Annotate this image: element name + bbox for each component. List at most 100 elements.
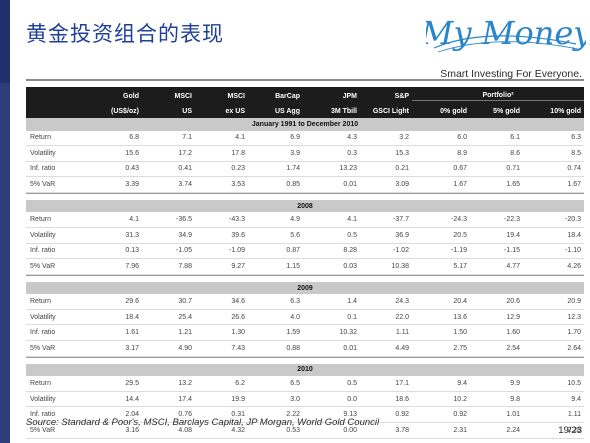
column-subheader: US <box>142 100 195 118</box>
table-cell: 3.09 <box>360 176 412 193</box>
table-cell: 1.15 <box>248 258 303 275</box>
table-cell: 8.28 <box>303 243 360 260</box>
section-header-row: January 1991 to December 2010 <box>26 118 585 131</box>
table-cell: 9.8 <box>470 391 523 408</box>
table-cell: 14.4 <box>89 391 142 408</box>
table-cell: 1.70 <box>523 324 585 342</box>
table-cell: 0.76 <box>142 406 195 423</box>
table-cell: 0.85 <box>248 176 303 193</box>
table-cell: 4.0 <box>248 309 303 326</box>
row-label: Volatility <box>26 309 89 326</box>
slide-title: 黄金投资组合的表现 <box>26 22 224 46</box>
column-header: Gold <box>89 87 142 101</box>
table-cell: 0.00 <box>303 422 360 439</box>
brand-logo: My Money Smart Investing For Everyone. <box>426 8 586 86</box>
left-accent-bar-top <box>0 0 10 83</box>
table-cell: 20.9 <box>523 294 585 310</box>
row-label: Return <box>26 294 89 310</box>
separator-cell <box>26 274 585 276</box>
table-cell: 10.32 <box>303 324 360 342</box>
table-cell: 1.01 <box>470 406 523 423</box>
table-cell: 6.8 <box>89 130 142 147</box>
table-cell: 8.6 <box>470 145 523 162</box>
header-corner <box>26 87 89 101</box>
table-header-row: Gold MSCI MSCI BarCap JPM S&P Portfolio² <box>26 87 585 101</box>
table-cell: 20.6 <box>470 294 523 310</box>
row-label: 5% VaR <box>26 422 89 439</box>
portfolio-column-header: 5% gold <box>470 100 523 118</box>
table-cell: 20.5 <box>412 227 470 244</box>
row-label: Inf. ratio <box>26 324 89 342</box>
table-cell: 2.22 <box>248 406 303 423</box>
section-separator <box>26 192 585 194</box>
table-cell: 0.41 <box>142 161 195 178</box>
table-row: Return 4.1 -36.5 -43.3 4.9 4.1 -37.7 -24.3 -22.3… <box>26 212 585 228</box>
column-header: MSCI <box>195 87 248 101</box>
portfolio-column-header: 10% gold <box>523 100 585 118</box>
table-cell: 13.23 <box>303 161 360 178</box>
column-subheader: GSCI Light <box>360 100 412 118</box>
table-cell: 0.71 <box>470 161 523 178</box>
table-cell: 6.5 <box>248 376 303 392</box>
table-cell: 2.64 <box>523 340 585 357</box>
table-cell: -1.19 <box>412 243 470 260</box>
table-cell: 12.3 <box>523 309 585 326</box>
table-cell: 6.0 <box>412 130 470 147</box>
section-title: 2010 <box>26 363 585 377</box>
table-cell: 3.53 <box>195 176 248 193</box>
table-cell: 18.6 <box>360 391 412 408</box>
table-cell: 18.4 <box>523 227 585 244</box>
table-cell: 1.50 <box>412 324 470 342</box>
table-cell: -1.15 <box>470 243 523 260</box>
table-cell: 2.75 <box>412 340 470 357</box>
table-cell: 1.4 <box>303 294 360 310</box>
table-cell: 1.67 <box>523 176 585 193</box>
table-cell: -43.3 <box>195 212 248 228</box>
portfolio-column-header: 0% gold <box>412 100 470 118</box>
table-cell: 15.6 <box>89 145 142 162</box>
table-cell: -37.7 <box>360 212 412 228</box>
table-cell: 4.1 <box>303 212 360 228</box>
table-cell: 7.88 <box>142 258 195 275</box>
row-label: Inf. ratio <box>26 406 89 423</box>
table-cell: 29.6 <box>89 294 142 310</box>
table-cell: 19.4 <box>470 227 523 244</box>
table-cell: 4.77 <box>470 258 523 275</box>
table-cell: 0.31 <box>195 406 248 423</box>
table-cell: 0.43 <box>89 161 142 178</box>
table-cell: 7.43 <box>195 340 248 357</box>
table-row: Inf. ratio 0.43 0.41 0.23 1.74 13.23 0.21 0.67 0… <box>26 161 585 178</box>
section-title: January 1991 to December 2010 <box>26 118 585 131</box>
table-cell: 1.67 <box>412 176 470 193</box>
table-cell: 3.16 <box>89 422 142 439</box>
table-cell: 2.31 <box>412 422 470 439</box>
table-cell: 3.78 <box>360 422 412 439</box>
table-cell: 1.11 <box>523 406 585 423</box>
table-cell: 17.4 <box>142 391 195 408</box>
column-header: S&P <box>360 87 412 101</box>
table-row: 5% VaR 3.17 4.90 7.43 0.88 0.01 4.49 2.75 2.54 2.… <box>26 340 585 357</box>
column-header: MSCI <box>142 87 195 101</box>
table-body: January 1991 to December 2010 Return 6.8 7.… <box>26 118 585 439</box>
table-row: 5% VaR 3.39 3.74 3.53 0.85 0.01 3.09 1.67 1.65 1.… <box>26 176 585 193</box>
table-cell: 0.74 <box>523 161 585 178</box>
table-cell: 3.0 <box>248 391 303 408</box>
table-cell: 6.9 <box>248 130 303 147</box>
table-cell: 30.7 <box>142 294 195 310</box>
section-header-row: 2008 <box>26 199 585 213</box>
table-row: Return 6.8 7.1 4.1 6.9 4.3 3.2 6.0 6.1 6.3 <box>26 130 585 147</box>
table-cell: 17.1 <box>360 376 412 392</box>
table-cell: 9.4 <box>412 376 470 392</box>
table-cell: 2.24 <box>470 422 523 439</box>
table-cell: -20.3 <box>523 212 585 228</box>
table-cell: 0.92 <box>412 406 470 423</box>
table-row: Inf. ratio 1.61 1.21 1.30 1.59 10.32 1.11 1.50 1… <box>26 324 585 342</box>
table-cell: 0.21 <box>360 161 412 178</box>
table-cell: 5.17 <box>412 258 470 275</box>
table-cell: -22.3 <box>470 212 523 228</box>
table-cell: 7.96 <box>89 258 142 275</box>
table-cell: 24.3 <box>360 294 412 310</box>
section-separator <box>26 274 585 276</box>
table-cell: 4.3 <box>303 130 360 147</box>
portfolio-header: Portfolio² <box>412 87 585 101</box>
